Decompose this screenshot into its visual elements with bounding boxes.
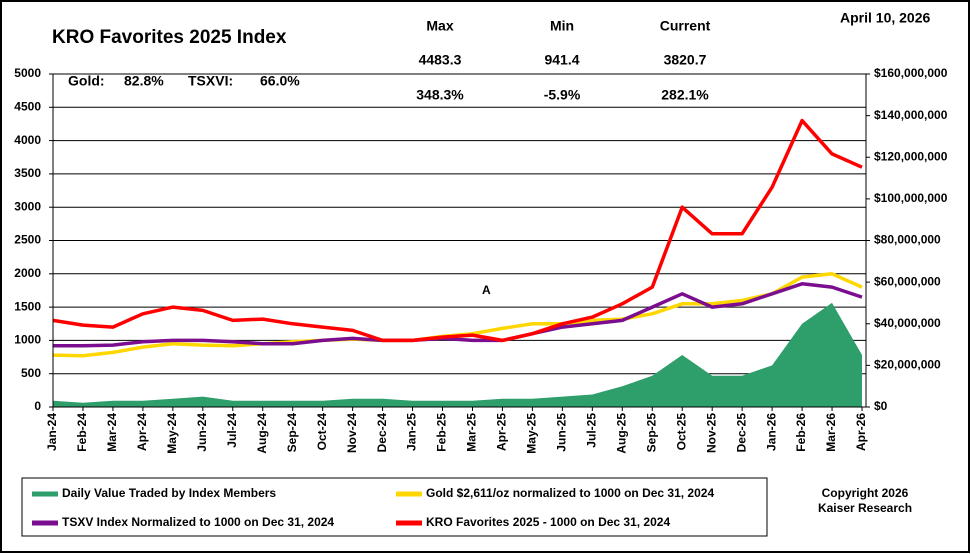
stat-value: 282.1% [661, 87, 709, 103]
x-tick-label: Aug-25 [614, 413, 628, 454]
legend-label: Gold $2,611/oz normalized to 1000 on Dec… [426, 486, 714, 500]
stat-value: 348.3% [416, 87, 464, 103]
x-tick-label: Mar-24 [105, 413, 119, 452]
x-tick-label: Mar-25 [465, 413, 479, 452]
date: April 10, 2026 [840, 10, 930, 26]
x-tick-label: Oct-24 [315, 413, 329, 451]
x-tick-label: Jun-24 [195, 413, 209, 452]
x-tick-label: Aug-24 [255, 413, 269, 454]
y2-tick-label: $60,000,000 [874, 274, 941, 288]
x-tick-label: Jan-26 [764, 413, 778, 451]
y2-tick-label: $140,000,000 [874, 108, 948, 122]
legend-label: Daily Value Traded by Index Members [62, 486, 276, 500]
gold-value: 82.8% [124, 73, 164, 89]
x-tick-label: Nov-24 [345, 413, 359, 453]
y2-tick-label: $0 [874, 399, 888, 413]
y-tick-label: 4000 [14, 133, 41, 147]
y-tick-label: 2000 [14, 266, 41, 280]
stat-value: 3820.7 [664, 52, 707, 68]
legend-label: KRO Favorites 2025 - 1000 on Dec 31, 202… [426, 515, 670, 529]
x-tick-label: May-24 [165, 413, 179, 454]
y-tick-label: 1500 [14, 299, 41, 313]
y-tick-label: 0 [34, 399, 41, 413]
x-tick-label: Jul-24 [225, 413, 239, 448]
x-tick-label: Feb-24 [75, 413, 89, 452]
y2-tick-label: $20,000,000 [874, 358, 941, 372]
x-tick-label: Sep-25 [644, 413, 658, 453]
y2-tick-label: $100,000,000 [874, 191, 948, 205]
stat-value: 4483.3 [419, 52, 462, 68]
x-tick-label: Apr-26 [854, 413, 868, 451]
y-tick-label: 3000 [14, 199, 41, 213]
y2-tick-label: $80,000,000 [874, 233, 941, 247]
x-tick-label: Sep-24 [285, 413, 299, 453]
legend-label: TSXV Index Normalized to 1000 on Dec 31,… [62, 515, 334, 529]
x-tick-label: Apr-25 [495, 413, 509, 451]
y2-tick-label: $160,000,000 [874, 66, 948, 80]
y-tick-label: 2500 [14, 233, 41, 247]
x-tick-label: Mar-26 [824, 413, 838, 452]
x-tick-label: Jan-24 [45, 413, 59, 451]
x-tick-label: Jun-25 [555, 413, 569, 452]
copyright: Copyright 2026 [822, 486, 909, 500]
legend-box [21, 477, 768, 537]
y-tick-label: 5000 [14, 66, 41, 80]
y-tick-label: 500 [21, 366, 41, 380]
area [53, 302, 862, 407]
y2-tick-label: $40,000,000 [874, 316, 941, 330]
x-tick-label: Dec-25 [734, 413, 748, 453]
tsxv-label: TSXVI: [188, 73, 233, 89]
x-tick-label: Dec-24 [375, 413, 389, 453]
gold-label: Gold: [68, 73, 105, 89]
line [53, 282, 863, 348]
stat-value: 941.4 [544, 52, 579, 68]
chart-title: KRO Favorites 2025 Index [52, 27, 287, 48]
x-tick-label: Nov-25 [704, 413, 718, 453]
stat-header: Min [550, 18, 574, 34]
stat-value: -5.9% [544, 87, 581, 103]
x-tick-label: Oct-25 [674, 413, 688, 451]
x-tick-label: Apr-24 [135, 413, 149, 451]
y-tick-label: 4500 [14, 99, 41, 113]
line [52, 118, 863, 343]
tsxv-value: 66.0% [260, 73, 300, 89]
plot-border [52, 73, 867, 408]
x-tick-label: May-25 [525, 413, 539, 454]
y-tick-label: 1000 [14, 333, 41, 347]
x-tick-label: Feb-26 [794, 413, 808, 452]
annotation: A [482, 283, 491, 297]
stat-header: Current [660, 18, 711, 34]
x-tick-label: Feb-25 [435, 413, 449, 452]
copyright: Kaiser Research [818, 501, 912, 515]
x-tick-label: Jul-25 [585, 413, 599, 448]
x-tick-label: Jan-25 [405, 413, 419, 451]
y2-tick-label: $120,000,000 [874, 149, 948, 163]
stat-header: Max [426, 18, 453, 34]
y-tick-label: 3500 [14, 166, 41, 180]
